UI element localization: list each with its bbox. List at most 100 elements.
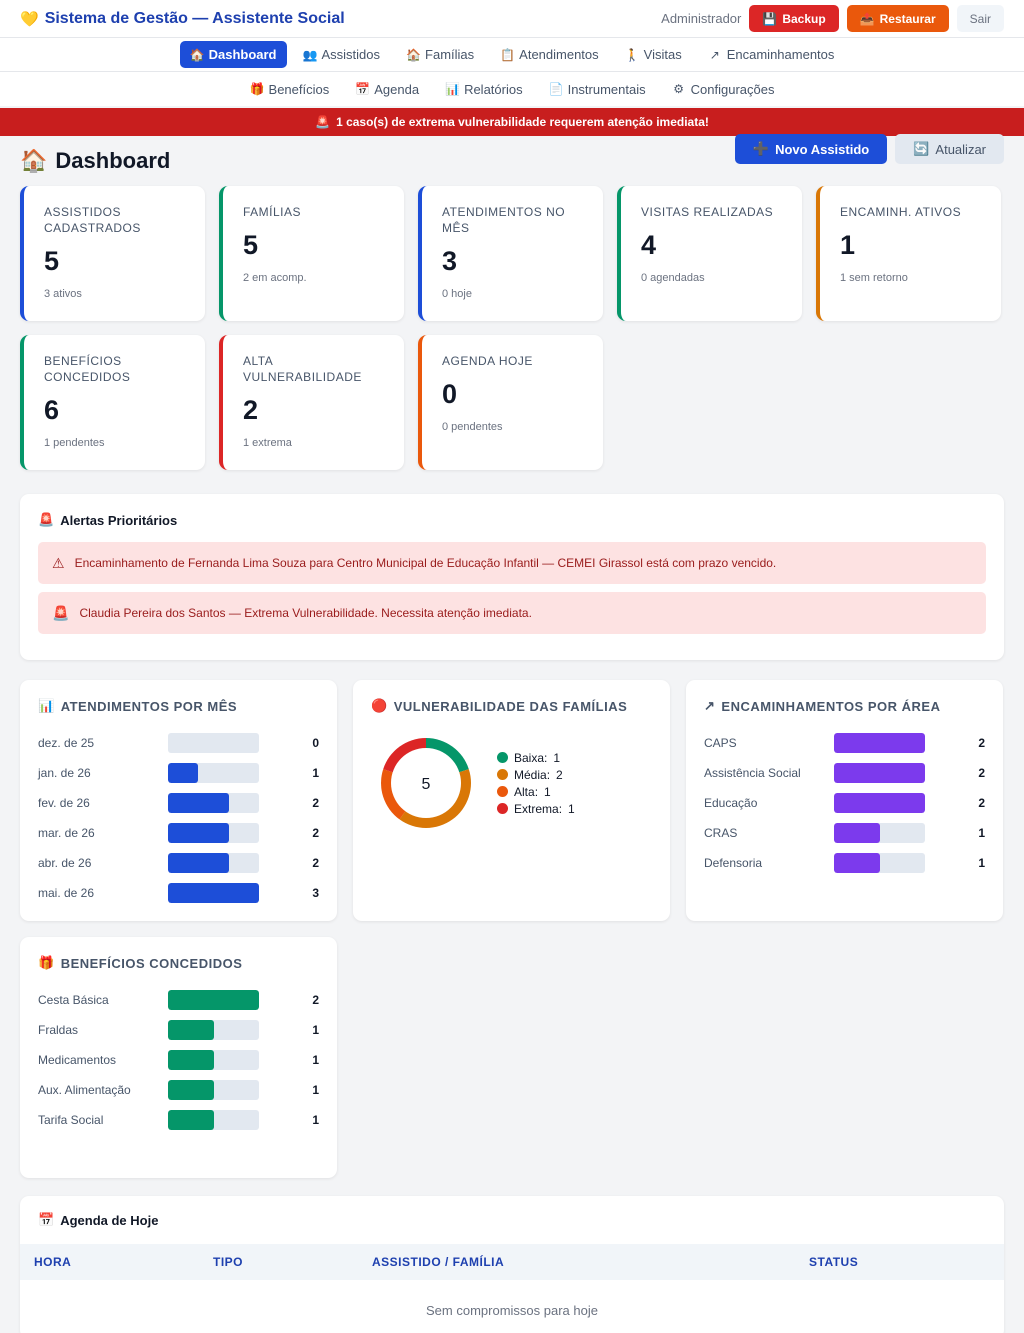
- nav-item-encaminhamentos[interactable]: ↗ Encaminhamentos: [698, 41, 845, 68]
- stat-sub: 1 sem retorno: [840, 272, 908, 284]
- stat-sub: 0 agendadas: [641, 272, 705, 284]
- stat-value: 6: [44, 395, 60, 425]
- stat-card: Atendimentos no Mês 3 0 hoje: [418, 186, 603, 321]
- home-icon: 🏠: [20, 148, 48, 173]
- bar-track: [834, 733, 925, 753]
- red-circle-icon: 🔴: [371, 698, 388, 713]
- legend-item: Média:2: [497, 766, 575, 783]
- bar-track: [168, 990, 259, 1010]
- nav-item-beneficios[interactable]: 🎁 Benefícios: [240, 76, 340, 103]
- home-icon: 🏠: [189, 47, 205, 62]
- backup-button[interactable]: 💾 Backup: [749, 5, 839, 32]
- nav-item-dashboard[interactable]: 🏠 Dashboard: [179, 41, 287, 68]
- chart-title: 🔴 Vulnerabilidade das Famílias: [371, 698, 652, 714]
- bar-track: [168, 1050, 259, 1070]
- plus-icon: ➕: [752, 141, 770, 156]
- top-actions: Administrador 💾 Backup 📤 Restaurar Sair: [661, 5, 1004, 32]
- user-name: Administrador: [661, 11, 742, 26]
- nav-item-instrumentais[interactable]: 📄 Instrumentais: [539, 76, 656, 103]
- nav-item-label: Instrumentais: [567, 81, 646, 97]
- nav-item-atendimentos[interactable]: 📋 Atendimentos: [490, 41, 609, 68]
- stat-sub: 1 extrema: [243, 437, 292, 449]
- stat-card: Assistidos Cadastrados 5 3 ativos: [20, 186, 205, 321]
- legend-label: Baixa: [514, 750, 545, 765]
- new-assistido-button[interactable]: ➕ Novo Assistido: [734, 134, 888, 164]
- arrow-icon: ↗: [709, 47, 720, 62]
- stat-card: Visitas Realizadas 4 0 agendadas: [617, 186, 802, 321]
- bar-track: [168, 1080, 259, 1100]
- bar-row: mai. de 26 3: [38, 878, 319, 908]
- restore-button[interactable]: 📤 Restaurar: [846, 5, 949, 32]
- stat-label: Atendimentos no Mês: [442, 205, 566, 235]
- refresh-button[interactable]: 🔄 Atualizar: [895, 134, 1004, 164]
- siren-icon: 🚨: [52, 604, 70, 621]
- gift-icon: 🎁: [38, 955, 55, 970]
- bar-value: 2: [978, 766, 985, 780]
- agenda-card: 📅 Agenda de Hoje Hora Tipo Assistido / F…: [20, 1196, 1004, 1333]
- stat-label: Benefícios Concedidos: [44, 354, 131, 384]
- bar-value: 3: [312, 886, 319, 900]
- nav-item-assistidos[interactable]: 👥 Assistidos: [293, 41, 391, 68]
- house-icon: 🏠: [406, 47, 421, 62]
- chart-title: 🎁 Benefícios Concedidos: [38, 955, 319, 971]
- priority-alerts-card: 🚨 Alertas Prioritários ⚠ Encaminhamento d…: [20, 494, 1004, 660]
- bar-row: Medicamentos 1: [38, 1045, 319, 1075]
- alert-item[interactable]: 🚨 Claudia Pereira dos Santos — Extrema Vu…: [38, 592, 986, 634]
- legend-separator: :: [546, 767, 551, 782]
- calendar-icon: 📅: [38, 1212, 55, 1227]
- nav-item-familias[interactable]: 🏠 Famílias: [396, 41, 484, 68]
- new-assistido-label: Novo Assistido: [775, 141, 870, 157]
- bar-track: [834, 763, 925, 783]
- nav-item-label: Relatórios: [464, 81, 523, 97]
- alert-text: Encaminhamento de Fernanda Lima Souza pa…: [74, 556, 777, 570]
- legend-value: 2: [556, 767, 563, 782]
- bar-0: [834, 733, 925, 753]
- bar-4: [168, 1110, 214, 1130]
- critical-banner-text: 1 caso(s) de extrema vulnerabilidade req…: [336, 115, 709, 129]
- nav-item-visitas[interactable]: 🚶 Visitas: [615, 41, 692, 68]
- bar-list: CAPS 2 Assistência Social 2 Educação 2 CRAS 1 De…: [704, 728, 985, 878]
- agenda-title-text: Agenda de Hoje: [60, 1212, 159, 1228]
- bar-value: 2: [978, 736, 985, 750]
- bar-row: Aux. Alimentação 1: [38, 1075, 319, 1105]
- bar-track: [168, 1110, 259, 1130]
- bar-label: CAPS: [704, 736, 737, 750]
- bar-5: [168, 883, 259, 903]
- stat-value: 5: [243, 230, 259, 260]
- bar-row: abr. de 26 2: [38, 848, 319, 878]
- chart-title: ↗ Encaminhamentos por Área: [704, 698, 985, 714]
- main-content: 🏠 Dashboard ➕ Novo Assistido 🔄 Atualizar A…: [0, 134, 1024, 1333]
- nav-item-label: Famílias: [425, 47, 475, 62]
- stat-value: 5: [44, 246, 60, 276]
- bar-value: 1: [312, 1083, 319, 1097]
- chart-title-text: Atendimentos por Mês: [60, 698, 238, 714]
- upload-icon: 📤: [859, 11, 875, 26]
- stat-value: 3: [442, 246, 458, 276]
- logout-button[interactable]: Sair: [956, 5, 1004, 32]
- chart-encaminhamentos: ↗ Encaminhamentos por Área CAPS 2 Assistênc…: [686, 680, 1003, 921]
- legend-value: 1: [568, 801, 575, 816]
- bar-label: Cesta Básica: [38, 993, 109, 1007]
- nav-item-label: Assistidos: [321, 47, 381, 62]
- stat-card: Benefícios Concedidos 6 1 pendentes: [20, 335, 205, 470]
- stat-sub: 3 ativos: [44, 288, 82, 300]
- bar-label: mai. de 26: [38, 886, 95, 900]
- nav-item-relatorios[interactable]: 📊 Relatórios: [435, 76, 533, 103]
- bar-row: CRAS 1: [704, 818, 985, 848]
- bar-track: [834, 823, 925, 843]
- stat-value: 1: [840, 230, 856, 260]
- column-header: Status: [795, 1244, 1004, 1280]
- bar-track: [168, 793, 259, 813]
- bar-2: [168, 793, 229, 813]
- bar-list: Cesta Básica 2 Fraldas 1 Medicamentos 1 Aux. A…: [38, 985, 319, 1135]
- bar-value: 2: [312, 796, 319, 810]
- bar-value: 2: [312, 826, 319, 840]
- bar-row: Assistência Social 2: [704, 758, 985, 788]
- nav-item-agenda[interactable]: 📅 Agenda: [345, 76, 429, 103]
- bar-row: Tarifa Social 1: [38, 1105, 319, 1135]
- logout-label: Sair: [969, 11, 991, 26]
- nav-item-configuracoes[interactable]: ⚙ Configurações: [662, 76, 785, 103]
- legend-swatch: [497, 786, 508, 797]
- alert-item[interactable]: ⚠ Encaminhamento de Fernanda Lima Souza p…: [38, 542, 986, 584]
- stat-value: 2: [243, 395, 259, 425]
